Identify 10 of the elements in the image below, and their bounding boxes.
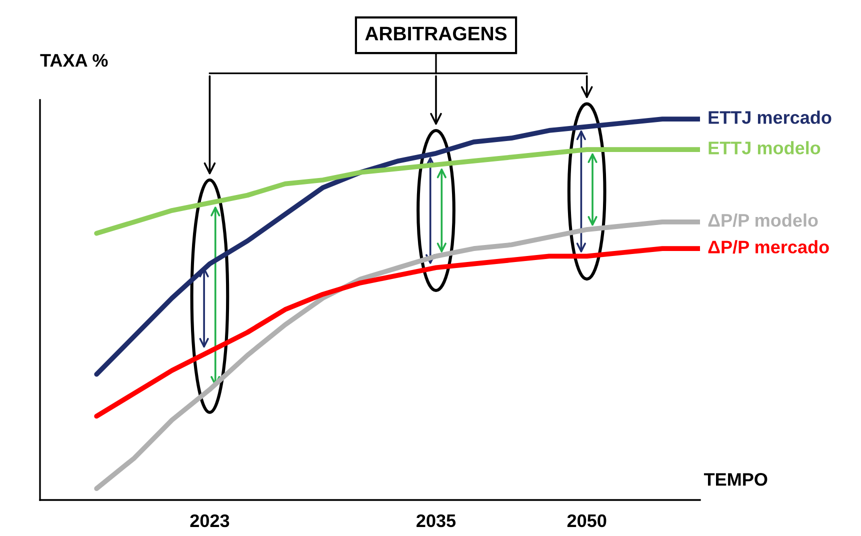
series-label: ΔP/P mercado — [708, 240, 829, 254]
x-tick-label: 2050 — [567, 514, 606, 528]
x-tick-label: 2023 — [190, 514, 230, 528]
x-axis-title: TEMPO — [704, 473, 768, 486]
y-axis-title: TAXA % — [40, 54, 108, 67]
series-label: ETTJ mercado — [708, 110, 832, 124]
x-tick-label: 2035 — [416, 514, 456, 528]
series-label: ETTJ modelo — [708, 141, 820, 154]
series-label: ΔP/P modelo — [708, 213, 818, 227]
text: ARBITRAGENS — [365, 26, 507, 40]
